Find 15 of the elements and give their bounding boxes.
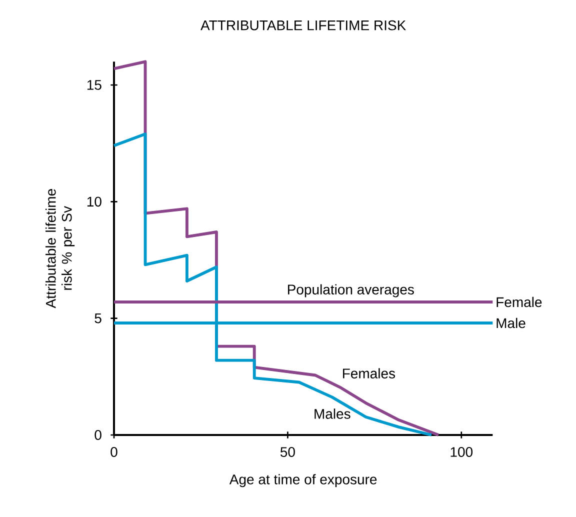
ref-line-label: Male	[496, 318, 526, 328]
series-label: Females	[343, 368, 396, 378]
y-tick-label: 5	[94, 313, 102, 324]
annotation: Population averages	[288, 284, 414, 298]
y-tick-label: 15	[87, 80, 102, 90]
x-tick-label: 100	[450, 447, 473, 457]
y-tick-label: 0	[94, 430, 102, 440]
y-axis-title: Attributable lifetime risk % per Sv	[46, 189, 75, 308]
x-tick-label: 0	[110, 447, 118, 457]
x-axis-title: Age at time of exposure	[229, 474, 377, 488]
x-tick-label: 50	[280, 447, 295, 457]
series-label: Males	[314, 408, 350, 419]
chart-title: ATTRIBUTABLE LIFETIME RISK	[200, 20, 406, 30]
y-tick-label: 10	[87, 196, 102, 207]
ref-line-label: Female	[496, 296, 542, 308]
